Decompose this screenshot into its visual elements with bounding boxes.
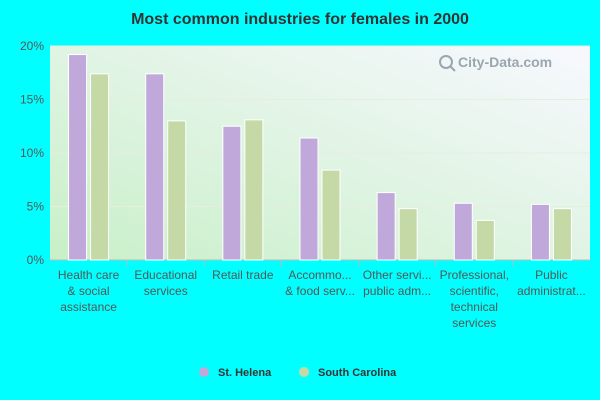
bar <box>475 219 495 261</box>
watermark: City-Data.com <box>439 54 552 72</box>
legend: St. Helena South Carolina <box>199 367 397 379</box>
x-tick-label: Professional, <box>440 268 509 282</box>
x-tick-label: Accommo... <box>288 268 351 282</box>
legend-swatch <box>299 367 309 377</box>
bar <box>398 208 418 261</box>
x-tick-label: administrat... <box>517 284 586 298</box>
x-tick-label: technical <box>451 300 498 314</box>
legend-swatch <box>199 367 209 377</box>
bar <box>145 73 165 261</box>
chart-title: Most common industries for females in 20… <box>131 11 469 28</box>
legend-label: St. Helena <box>218 367 272 379</box>
x-tick-label: public adm... <box>363 284 431 298</box>
bar <box>299 137 319 261</box>
bar <box>244 119 264 261</box>
bar <box>167 120 187 261</box>
y-axis: 0% 5% 10% 15% 20% <box>20 39 590 267</box>
bar <box>222 125 242 261</box>
x-tick-label: Other servi... <box>363 268 432 282</box>
y-tick-label: 10% <box>20 146 44 160</box>
x-tick-label: Health care <box>58 268 120 282</box>
x-axis: Health care & social assistance Educational… <box>58 260 586 330</box>
x-tick-label: scientific, <box>450 284 499 298</box>
x-tick-label: Retail trade <box>212 268 274 282</box>
x-tick-label: assistance <box>60 300 117 314</box>
bars <box>68 54 572 261</box>
x-tick-label: services <box>452 316 496 330</box>
bar <box>552 208 572 261</box>
y-tick-label: 0% <box>27 253 45 267</box>
y-tick-label: 5% <box>27 200 45 214</box>
x-tick-label: Public <box>535 268 568 282</box>
x-tick-label: & food serv... <box>285 284 355 298</box>
magnifier-icon <box>439 55 456 72</box>
x-tick-label: & social <box>68 284 110 298</box>
x-tick-label: services <box>144 284 188 298</box>
bar <box>530 203 550 261</box>
bar <box>321 169 341 261</box>
y-tick-label: 20% <box>20 39 44 53</box>
grid-lines <box>50 45 590 207</box>
bar <box>90 73 110 261</box>
x-tick-label: Educational <box>134 268 197 282</box>
bar <box>68 54 88 261</box>
legend-label: South Carolina <box>318 367 397 379</box>
watermark-text: City-Data.com <box>458 54 552 70</box>
bar <box>376 192 396 261</box>
y-tick-label: 15% <box>20 93 44 107</box>
bar <box>453 202 473 261</box>
